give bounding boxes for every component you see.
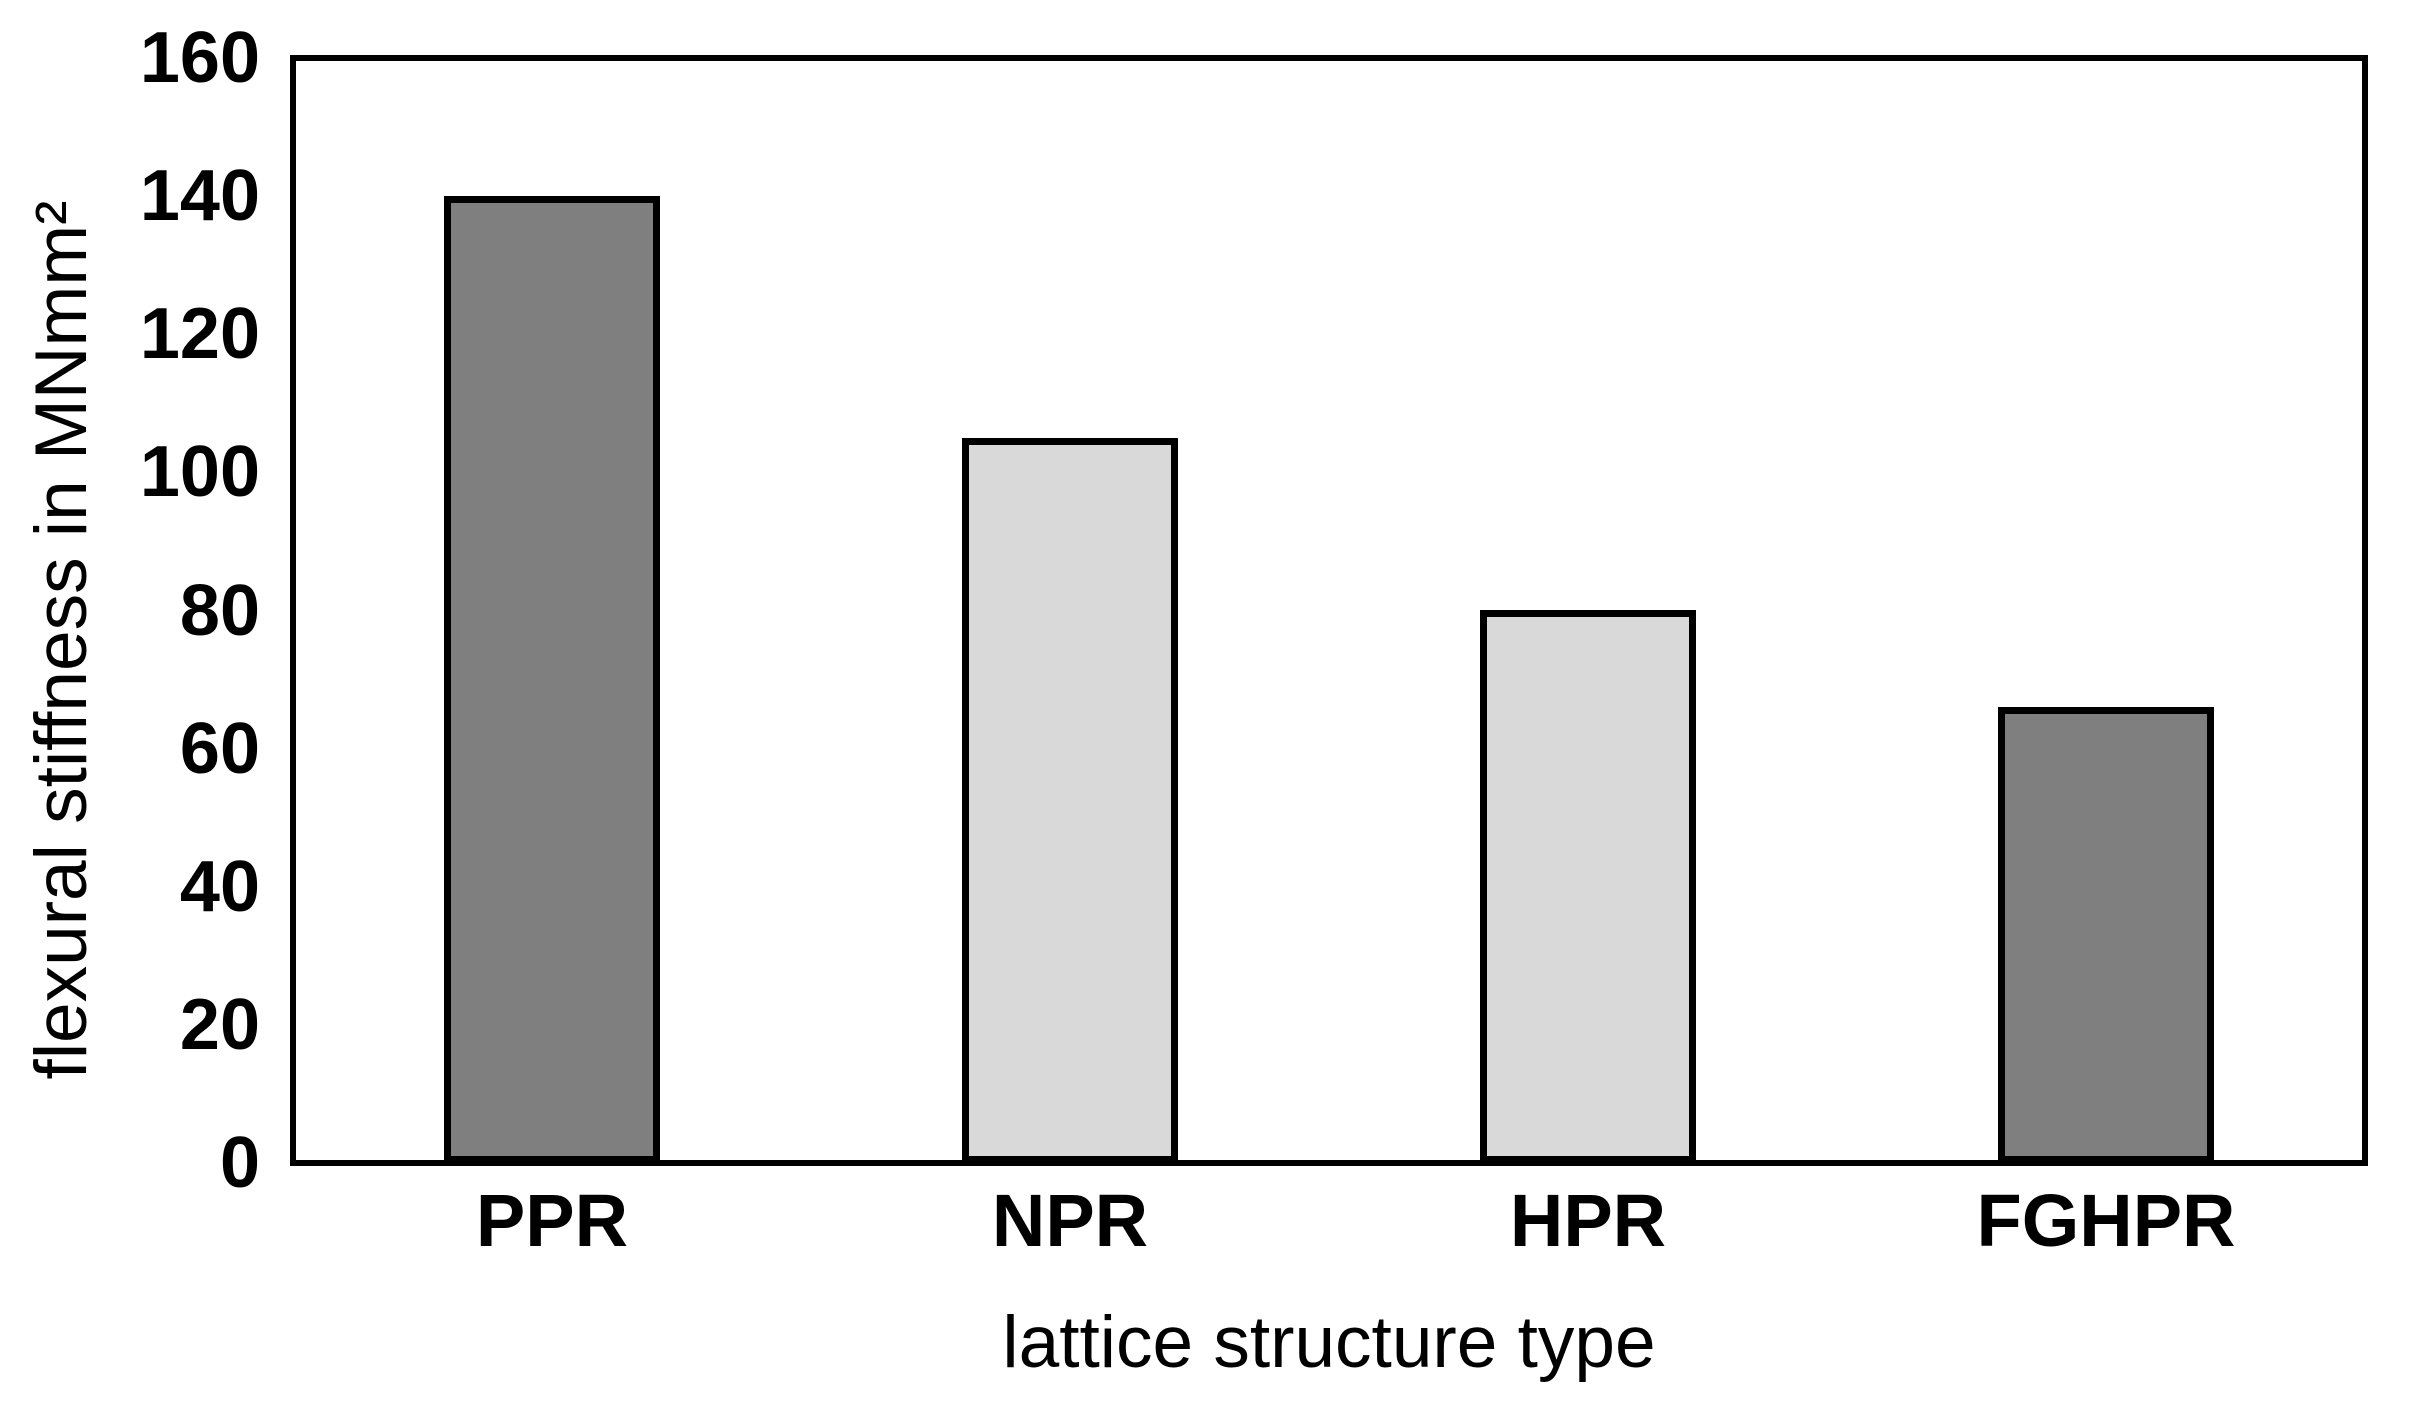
x-category-label-ppr: PPR bbox=[475, 1179, 629, 1262]
y-tick-label-100: 100 bbox=[139, 432, 260, 512]
bar-hpr bbox=[1480, 610, 1696, 1163]
y-tick-label-160: 160 bbox=[139, 18, 260, 98]
y-tick-label-0: 0 bbox=[219, 1123, 260, 1203]
bar-fghpr bbox=[1998, 707, 2214, 1163]
y-tick-label-80: 80 bbox=[179, 571, 260, 651]
y-tick-label-20: 20 bbox=[179, 985, 260, 1065]
y-tick-label-40: 40 bbox=[179, 847, 260, 927]
x-category-label-npr: NPR bbox=[991, 1179, 1149, 1262]
y-tick-label-140: 140 bbox=[139, 156, 260, 236]
y-tick-label-120: 120 bbox=[139, 294, 260, 374]
bar-npr bbox=[962, 438, 1178, 1163]
y-axis-title: flexural stiffness in MNmm² bbox=[21, 200, 102, 1080]
x-category-label-fghpr: FGHPR bbox=[1976, 1179, 2236, 1262]
x-category-label-hpr: HPR bbox=[1509, 1179, 1667, 1262]
y-tick-label-60: 60 bbox=[179, 709, 260, 789]
bar-ppr bbox=[444, 196, 660, 1163]
x-axis-title: lattice structure type bbox=[1002, 1302, 1656, 1383]
